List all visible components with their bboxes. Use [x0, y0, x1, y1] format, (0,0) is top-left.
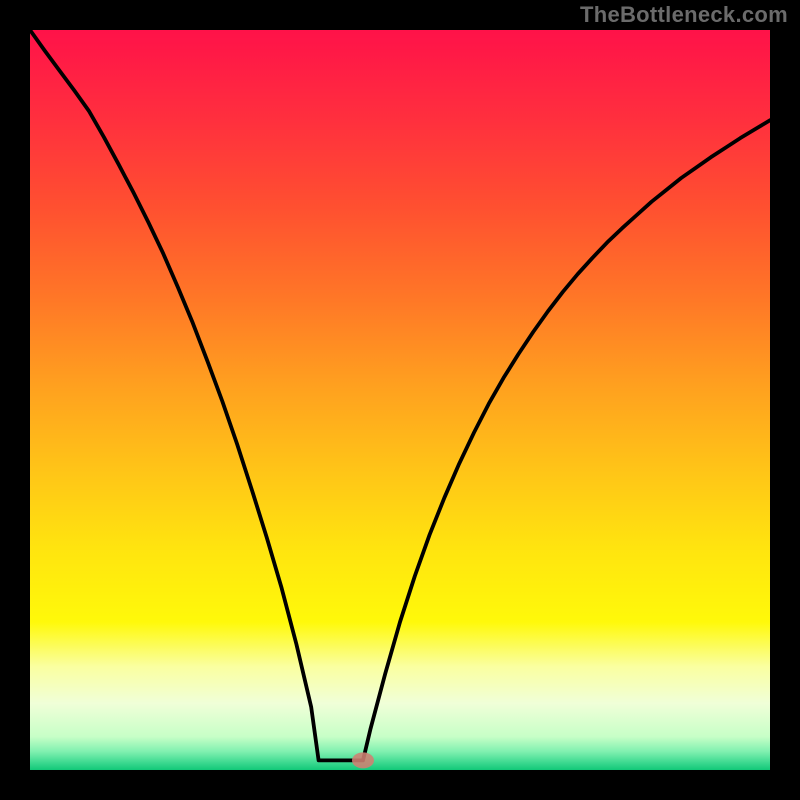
bottleneck-chart [30, 30, 770, 770]
outer-frame: TheBottleneck.com [0, 0, 800, 800]
plot-area [30, 30, 770, 770]
watermark-text: TheBottleneck.com [580, 2, 788, 28]
optimum-marker [352, 752, 374, 768]
gradient-background [30, 30, 770, 770]
